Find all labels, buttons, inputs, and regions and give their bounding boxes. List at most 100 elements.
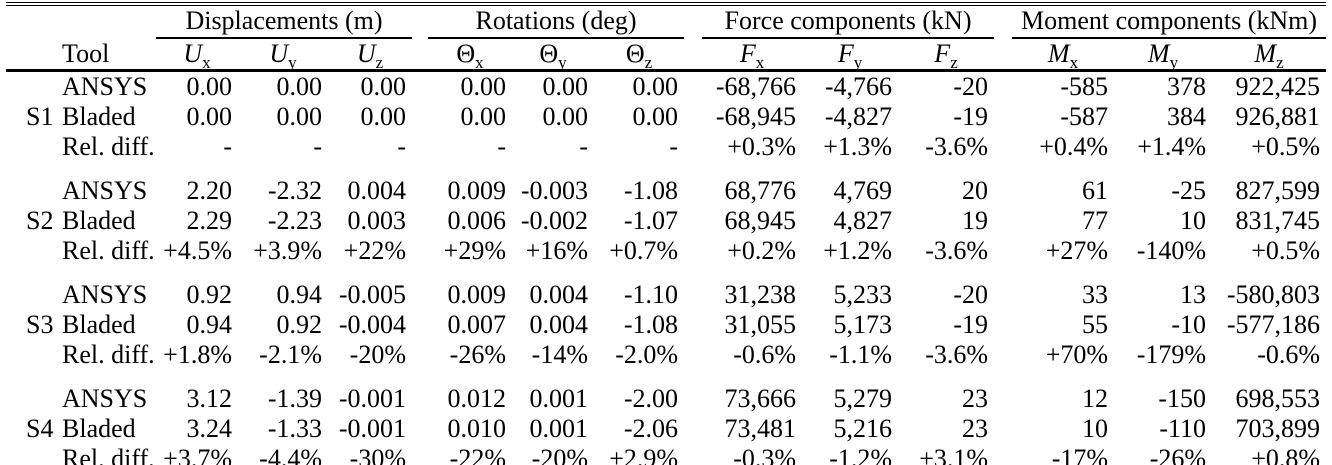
value-cell: 73,666 bbox=[724, 384, 797, 413]
value-cell: -4,827 bbox=[824, 102, 893, 131]
value-cell: -3.6% bbox=[925, 132, 989, 161]
table-row-S1-reldiff: Rel. diff. - - - - - - +0.3% +1.3% -3.6% +0.4% +1.4… bbox=[6, 132, 1326, 162]
value-cell: -1.08 bbox=[623, 176, 679, 205]
value-cell: -1.2% bbox=[829, 444, 893, 465]
value-cell: 0.007 bbox=[447, 310, 507, 339]
value-cell: -17% bbox=[1051, 444, 1109, 465]
value-cell: 0.94 bbox=[276, 280, 323, 309]
value-cell: 55 bbox=[1082, 310, 1109, 339]
value-cell: - bbox=[397, 132, 406, 161]
value-cell: 68,776 bbox=[724, 176, 797, 205]
value-cell: -20 bbox=[953, 280, 989, 309]
column-gap bbox=[412, 384, 428, 414]
value-cell: -2.32 bbox=[267, 176, 322, 205]
value-cell: -25 bbox=[1171, 176, 1207, 205]
value-cell: -20% bbox=[531, 444, 588, 465]
col-header-Ux: Ux bbox=[183, 39, 211, 73]
value-cell: 922,425 bbox=[1235, 72, 1321, 101]
column-gap bbox=[994, 4, 1012, 38]
value-cell: 5,216 bbox=[833, 414, 893, 443]
column-gap bbox=[684, 384, 702, 414]
table-row-S1-bladed: Bladed 0.00 0.00 0.00 0.00 0.00 0.00 -68,945 -4,… bbox=[6, 102, 1326, 132]
value-cell: 0.00 bbox=[276, 102, 323, 131]
value-cell: 0.00 bbox=[360, 72, 407, 101]
column-gap bbox=[684, 4, 702, 38]
column-gap bbox=[994, 132, 1012, 162]
value-cell: 19 bbox=[962, 206, 989, 235]
group-label-S3: S3 bbox=[26, 310, 54, 339]
value-cell: +1.2% bbox=[823, 236, 893, 265]
value-cell: 831,745 bbox=[1235, 206, 1321, 235]
value-cell: 10 bbox=[1082, 414, 1109, 443]
value-cell: 0.00 bbox=[542, 72, 589, 101]
value-cell: +1.3% bbox=[823, 132, 893, 161]
value-cell: 0.00 bbox=[460, 72, 507, 101]
group-separator bbox=[6, 162, 1326, 176]
column-gap bbox=[412, 310, 428, 340]
value-cell: -1.08 bbox=[623, 310, 679, 339]
value-cell: -585 bbox=[1060, 72, 1109, 101]
value-cell: +2.9% bbox=[609, 444, 679, 465]
value-cell: -0.6% bbox=[1257, 340, 1321, 369]
col-header-Uy: Uy bbox=[269, 39, 297, 73]
tool-cell: ANSYS bbox=[62, 72, 148, 101]
table-row-S3-reldiff: Rel. diff. +1.8% -2.1% -20% -26% -14% -2.0% -0.… bbox=[6, 340, 1326, 370]
column-gap bbox=[994, 384, 1012, 414]
value-cell: 5,279 bbox=[833, 384, 893, 413]
value-cell: 0.004 bbox=[529, 310, 589, 339]
column-gap bbox=[994, 444, 1012, 465]
column-gap bbox=[684, 340, 702, 370]
col-header-Fy: Fy bbox=[837, 39, 863, 73]
value-cell: -2.06 bbox=[623, 414, 679, 443]
value-cell: 73,481 bbox=[724, 414, 797, 443]
table-row-S2-bladed: Bladed 2.29 -2.23 0.003 0.006 -0.002 -1.07 68,9… bbox=[6, 206, 1326, 236]
value-cell: 0.009 bbox=[447, 280, 507, 309]
value-cell: 0.00 bbox=[276, 72, 323, 101]
value-cell: +3.7% bbox=[163, 444, 232, 465]
table-row-S2-ansys: S2 ANSYS 2.20 -2.32 0.004 0.009 -0.003 -1.08 68,… bbox=[6, 176, 1326, 235]
table-row-S4-ansys: S4 ANSYS 3.12 -1.39 -0.001 0.012 0.001 -2.00 73,… bbox=[6, 384, 1326, 443]
value-cell: 20 bbox=[962, 176, 989, 205]
value-cell: 77 bbox=[1082, 206, 1109, 235]
value-cell: -14% bbox=[531, 340, 588, 369]
column-gap bbox=[994, 71, 1012, 103]
tool-cell: Bladed bbox=[62, 414, 136, 443]
column-gap bbox=[684, 71, 702, 103]
column-gap bbox=[994, 176, 1012, 206]
value-cell: 61 bbox=[1082, 176, 1109, 205]
column-gap bbox=[684, 444, 702, 465]
col-header-Uz: Uz bbox=[356, 39, 384, 73]
value-cell: +0.5% bbox=[1251, 132, 1321, 161]
value-cell: 3.12 bbox=[186, 384, 233, 413]
table-row-S3-bladed: Bladed 0.94 0.92 -0.004 0.007 0.004 -1.08 31,05… bbox=[6, 310, 1326, 340]
group-separator bbox=[6, 266, 1326, 280]
subheader-row: Tool Ux Uy Uz Θx Θy Θz Fx Fy Fz Mx My Mz bbox=[6, 38, 1326, 73]
value-cell: 0.006 bbox=[447, 206, 507, 235]
value-cell: 384 bbox=[1167, 102, 1207, 131]
value-cell: 5,173 bbox=[833, 310, 893, 339]
value-cell: +3.9% bbox=[253, 236, 322, 265]
group-header-rotations: Rotations (deg) bbox=[428, 4, 685, 39]
value-cell: 33 bbox=[1082, 280, 1109, 309]
value-cell: - bbox=[223, 132, 232, 161]
value-cell: +1.4% bbox=[1137, 132, 1207, 161]
column-gap bbox=[412, 176, 428, 206]
column-gap bbox=[684, 280, 702, 310]
table-row-S4-reldiff: Rel. diff. +3.7% -4.4% -30% -22% -20% +2.9% -0.… bbox=[6, 444, 1326, 465]
group-header-moments: Moment components (kNm) bbox=[1012, 4, 1327, 39]
column-gap bbox=[412, 340, 428, 370]
value-cell: -0.001 bbox=[338, 384, 406, 413]
value-cell: 0.004 bbox=[347, 176, 407, 205]
column-gap bbox=[994, 236, 1012, 266]
corner-blank bbox=[6, 38, 50, 71]
value-cell: 3.24 bbox=[186, 414, 233, 443]
value-cell: -140% bbox=[1136, 236, 1207, 265]
value-cell: +16% bbox=[525, 236, 588, 265]
group-header-row: Displacements (m) Rotations (deg) Force … bbox=[6, 4, 1327, 39]
value-cell: 0.00 bbox=[542, 102, 589, 131]
value-cell: 0.012 bbox=[447, 384, 507, 413]
value-cell: +1.8% bbox=[163, 340, 232, 369]
column-gap bbox=[412, 71, 428, 103]
value-cell: 698,553 bbox=[1235, 384, 1321, 413]
table-row-S2-reldiff: Rel. diff. +4.5% +3.9% +22% +29% +16% +0.7% +0.… bbox=[6, 236, 1326, 266]
